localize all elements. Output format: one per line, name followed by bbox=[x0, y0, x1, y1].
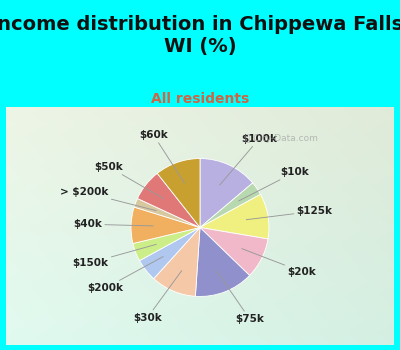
Wedge shape bbox=[195, 228, 250, 296]
Text: > $200k: > $200k bbox=[60, 187, 156, 211]
Text: $60k: $60k bbox=[139, 130, 185, 183]
Text: $125k: $125k bbox=[246, 206, 332, 220]
Wedge shape bbox=[140, 228, 200, 279]
Wedge shape bbox=[200, 228, 268, 275]
Wedge shape bbox=[154, 228, 200, 296]
Wedge shape bbox=[131, 207, 200, 244]
Wedge shape bbox=[133, 228, 200, 261]
Wedge shape bbox=[200, 194, 269, 239]
Wedge shape bbox=[200, 183, 260, 228]
Text: $40k: $40k bbox=[73, 219, 153, 229]
Text: $150k: $150k bbox=[73, 244, 156, 268]
Wedge shape bbox=[157, 159, 200, 228]
Text: $200k: $200k bbox=[87, 257, 163, 293]
Text: ⓘ City-Data.com: ⓘ City-Data.com bbox=[245, 134, 318, 143]
Text: $100k: $100k bbox=[220, 134, 277, 185]
Wedge shape bbox=[138, 173, 200, 228]
Text: $50k: $50k bbox=[94, 162, 163, 198]
Text: $20k: $20k bbox=[242, 248, 316, 276]
Text: All residents: All residents bbox=[151, 92, 249, 106]
Wedge shape bbox=[134, 198, 200, 228]
Text: Income distribution in Chippewa Falls,
WI (%): Income distribution in Chippewa Falls, W… bbox=[0, 15, 400, 56]
Text: $30k: $30k bbox=[133, 271, 182, 323]
Text: $75k: $75k bbox=[217, 271, 264, 324]
Text: $10k: $10k bbox=[239, 167, 310, 201]
Wedge shape bbox=[200, 159, 253, 228]
